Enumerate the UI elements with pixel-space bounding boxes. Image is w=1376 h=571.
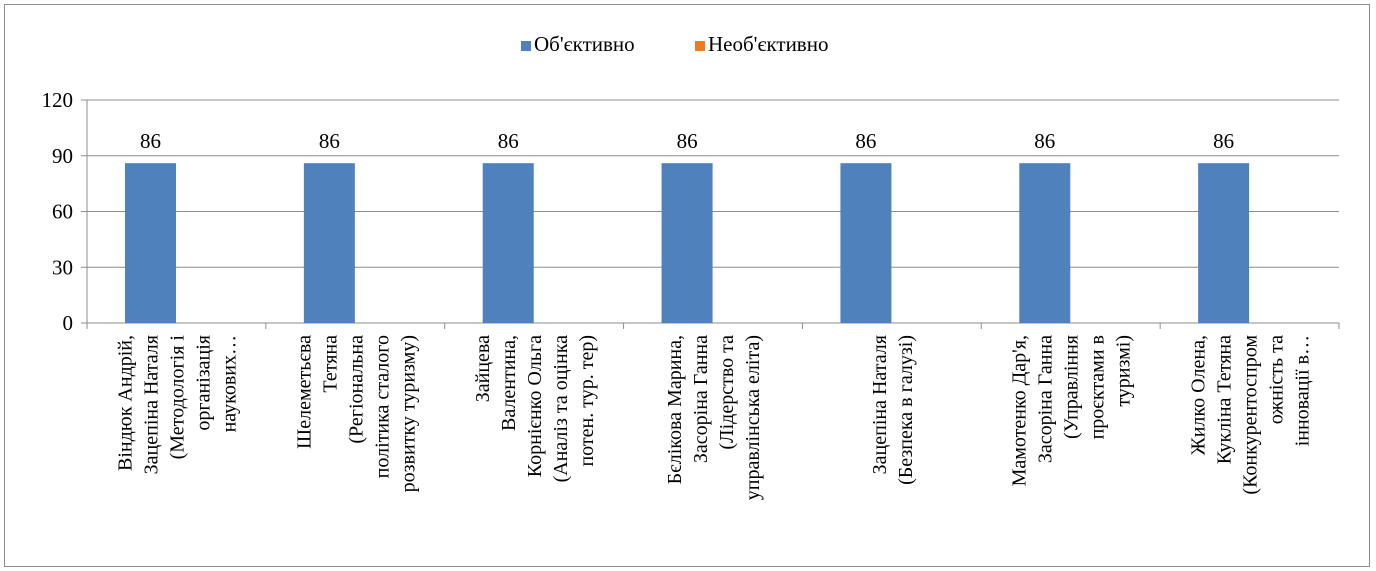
legend-swatch xyxy=(695,41,705,51)
bar xyxy=(1019,163,1071,323)
x-tick-label-line: Шелеметьєва xyxy=(293,335,315,449)
bar xyxy=(840,163,892,323)
x-tick-label-line: організація xyxy=(192,335,214,431)
x-tick-label: Жилко Олена, Кукліна Тетяна (Конкурентоспр… xyxy=(1188,335,1314,495)
x-tick-label: Зайцева Валентина, Корнієнко Ольга (Аналіз … xyxy=(472,335,598,483)
x-tick-label-line: Валентина, xyxy=(498,335,520,431)
y-tick-label: 120 xyxy=(42,88,74,112)
x-tick-label-line: (Регіональна xyxy=(345,335,367,444)
data-label: 86 xyxy=(140,129,161,153)
x-tick-label-line: туризмі) xyxy=(1113,335,1135,407)
data-label: 86 xyxy=(855,129,876,153)
x-tick-label-line: (Управління xyxy=(1061,335,1083,439)
x-tick-label-line: розвитку туризму) xyxy=(397,335,419,492)
x-tick-label-line: наукових… xyxy=(218,335,240,432)
bar xyxy=(303,163,355,323)
x-tick-label-line: Корнієнко Ольга xyxy=(524,335,546,477)
chart-area: 0 30 60 90 120 86 86 86 86 86 86 86 Віндюк Андрій, За… xyxy=(4,4,1370,567)
x-tick-label-line: Жилко Олена, xyxy=(1188,335,1210,455)
bar xyxy=(125,163,176,323)
bar xyxy=(482,163,534,323)
x-tick-label-line: Віндюк Андрій, xyxy=(114,335,136,471)
bar xyxy=(661,163,713,323)
x-tick-label-line: Тетяна xyxy=(319,335,341,393)
data-label: 86 xyxy=(677,129,698,153)
x-tick-label-line: Засоріна Ганна xyxy=(1035,335,1057,463)
y-tick-label: 60 xyxy=(52,200,73,224)
x-tick-label-line: (Безпека в галузі) xyxy=(895,335,917,485)
x-tick-label-line: (Методологія і xyxy=(166,335,188,460)
x-tick-label: Шелеметьєва Тетяна (Регіональна політика ст… xyxy=(293,335,419,492)
x-tick-label-line: (Конкурентоспром xyxy=(1240,335,1262,495)
legend-swatch xyxy=(521,41,531,51)
x-tick-label: Бєлікова Марина, Засоріна Ганна (Лідерство… xyxy=(664,335,764,500)
x-tick-label-line: Зайцева xyxy=(472,335,494,402)
x-tick-label-line: Бєлікова Марина, xyxy=(664,335,686,484)
y-tick-label: 0 xyxy=(63,311,74,335)
x-tick-label: Мамотенко Дар'я, Засоріна Ганна (Управлінн… xyxy=(1009,335,1135,487)
legend-label: Об'єктивно xyxy=(534,32,635,56)
y-tick-label: 90 xyxy=(52,144,73,168)
x-tick-label-line: (Аналіз та оцінка xyxy=(550,335,572,483)
data-label: 86 xyxy=(1034,129,1055,153)
x-tick-label-line: потен. тур. тер) xyxy=(576,335,598,467)
x-tick-label-line: Мамотенко Дар'я, xyxy=(1009,335,1031,486)
x-tick-label-line: Зацепіна Наталя xyxy=(869,335,891,474)
x-tick-label-line: інновації в… xyxy=(1292,335,1314,446)
y-tick-label: 30 xyxy=(52,255,73,279)
x-tick-label-line: політика сталого xyxy=(371,335,393,478)
data-label: 86 xyxy=(319,129,340,153)
x-tick-label: Зацепіна Наталя (Безпека в галузі) xyxy=(869,335,917,485)
x-tick-label-line: Засоріна Ганна xyxy=(690,335,712,463)
x-tick-label-line: Зацепіна Наталя xyxy=(140,335,162,474)
x-tick-label-line: проєктами в xyxy=(1087,335,1109,439)
x-tick-label-line: Кукліна Тетяна xyxy=(1214,335,1236,464)
bar xyxy=(1198,163,1250,323)
legend-label: Необ'єктивно xyxy=(708,32,828,56)
data-label: 86 xyxy=(1213,129,1234,153)
x-tick-label-line: (Лідерство та xyxy=(716,335,738,450)
x-tick-label-line: управлінська еліта) xyxy=(742,335,764,500)
x-tick-label: Віндюк Андрій, Зацепіна Наталя (Методологі… xyxy=(114,335,240,475)
x-tick-label-line: ожність та xyxy=(1266,335,1288,424)
data-label: 86 xyxy=(498,129,519,153)
